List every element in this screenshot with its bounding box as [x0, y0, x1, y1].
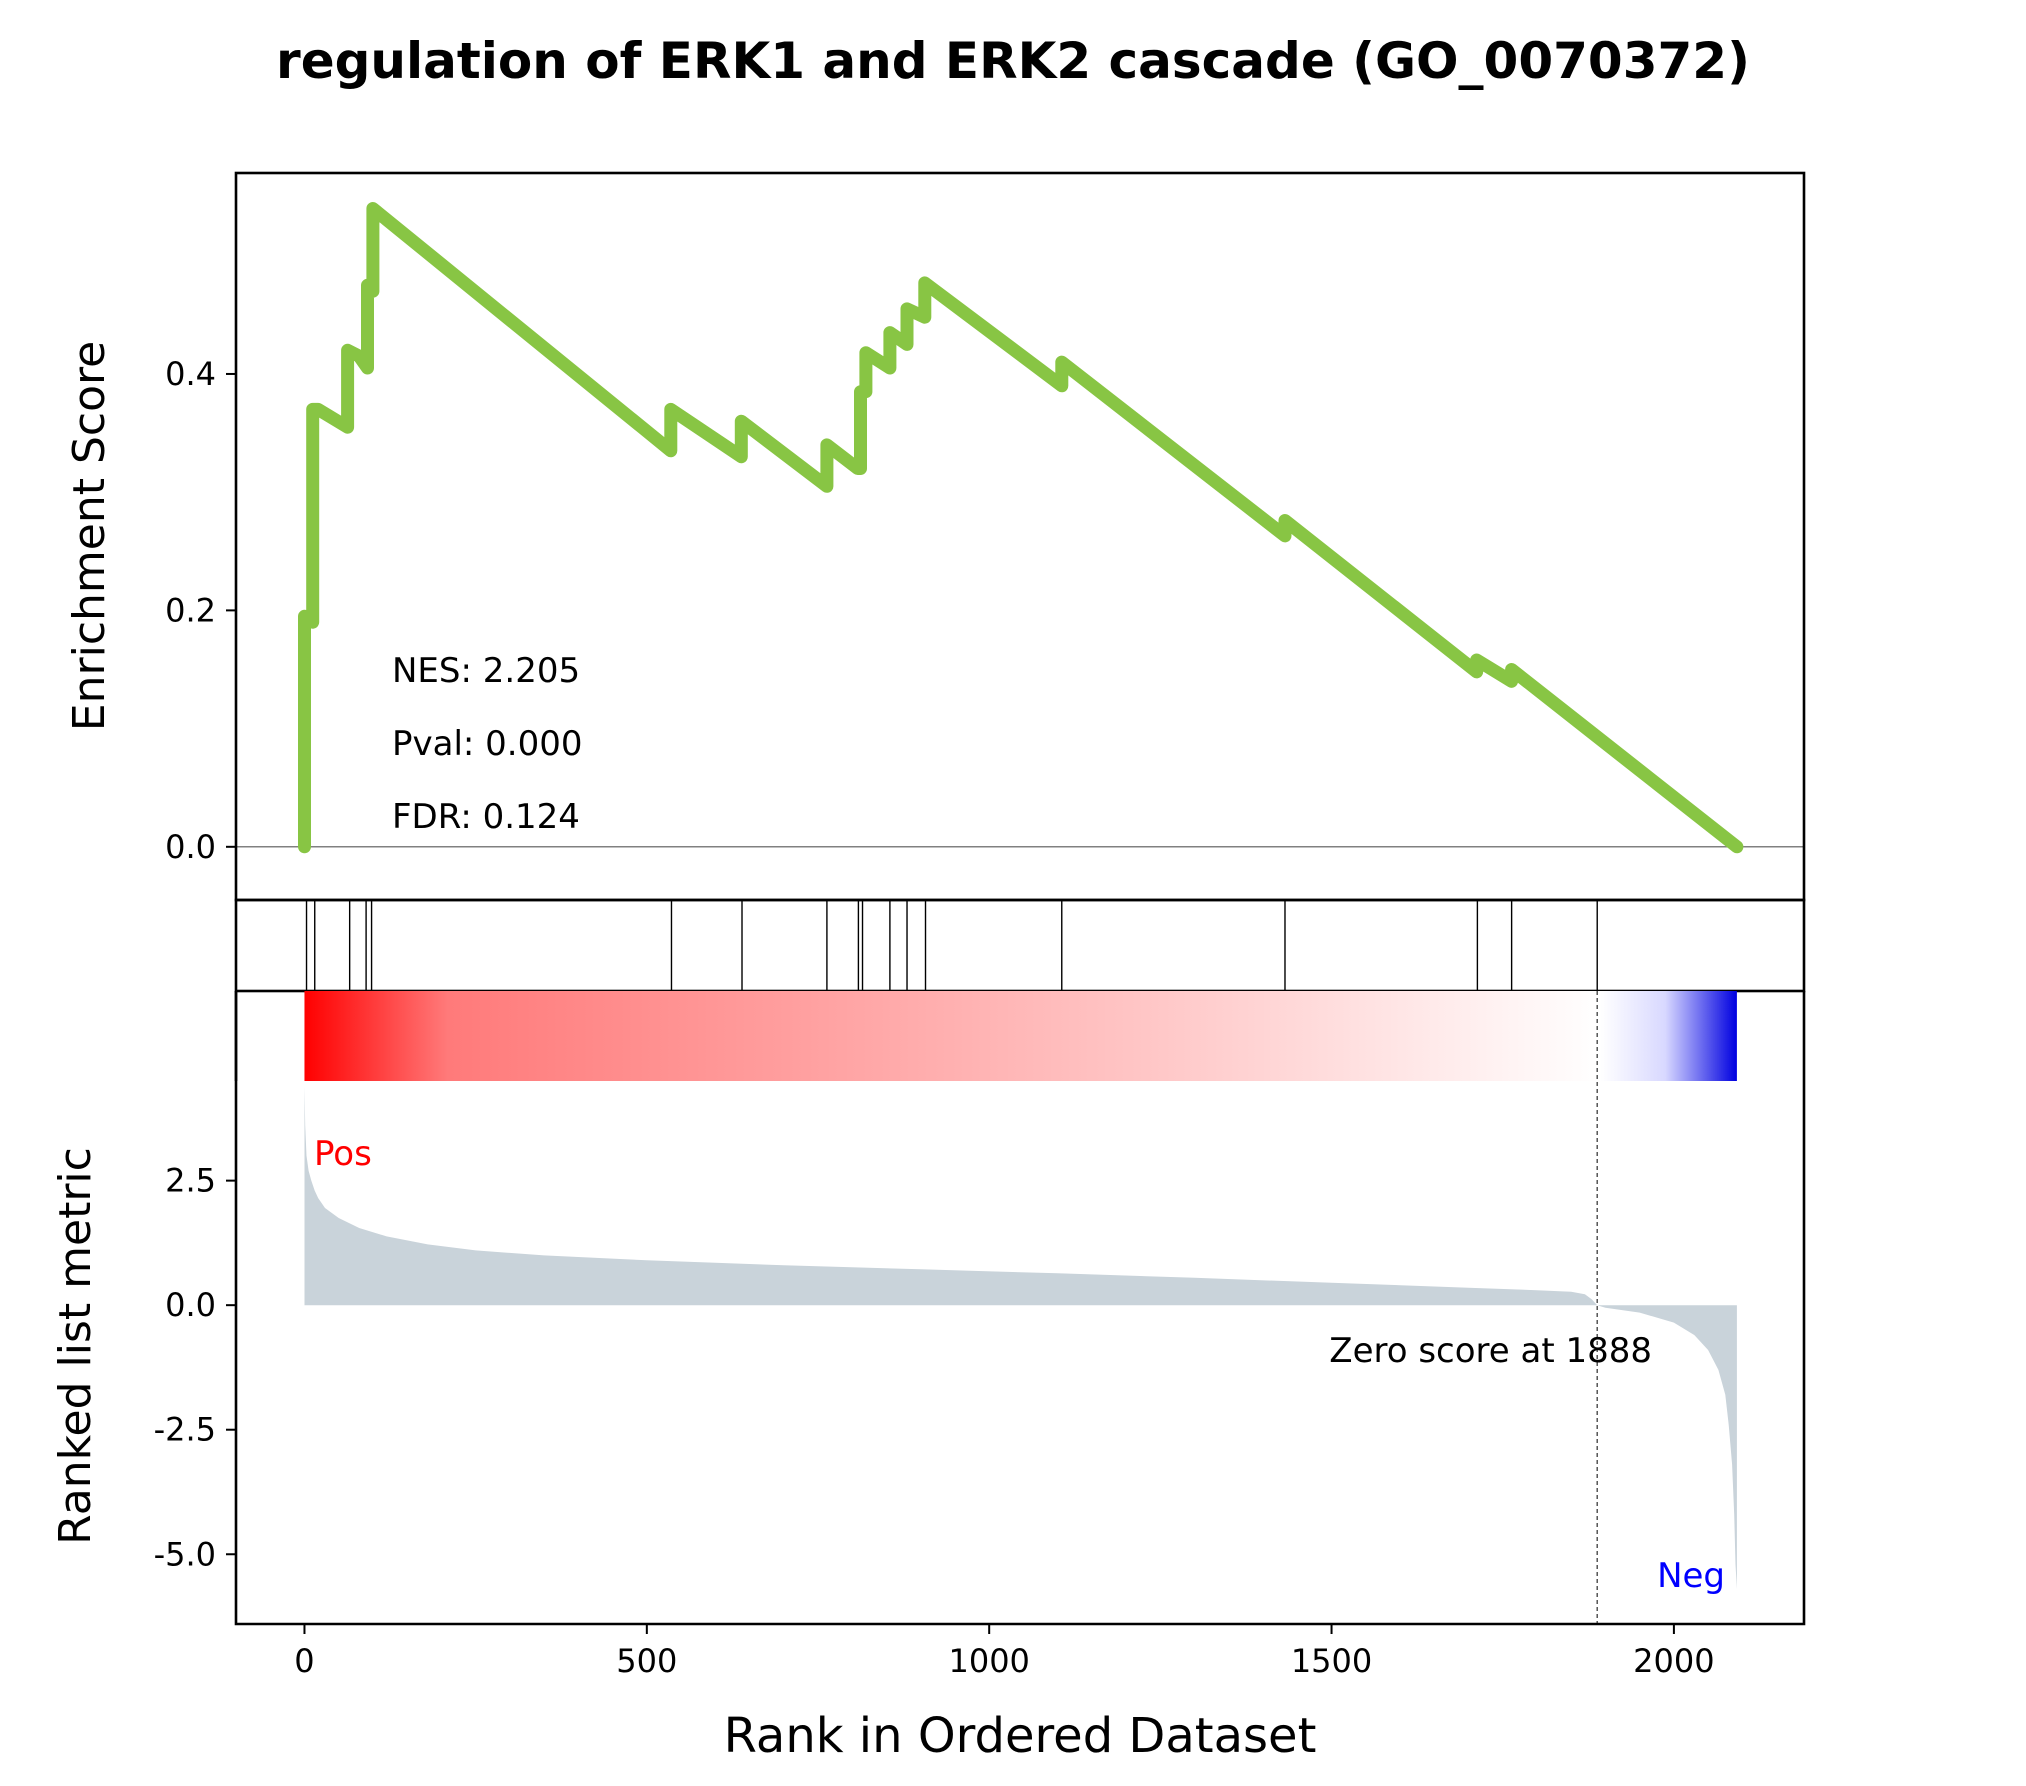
- es-y-ticks: 0.0 0.2 0.4: [165, 355, 236, 866]
- x-tick-label: 500: [616, 1642, 677, 1680]
- x-tick-label: 1500: [1291, 1642, 1372, 1680]
- zero-score-text: Zero score at 1888: [1329, 1331, 1652, 1371]
- es-y-tick-label: 0.0: [165, 828, 216, 866]
- enrichment-ylabel: Enrichment Score: [64, 341, 115, 731]
- x-axis-label: Rank in Ordered Dataset: [724, 1708, 1317, 1764]
- pval-text: Pval: 0.000: [392, 724, 583, 764]
- gene-hits: [305, 900, 1598, 991]
- hits-panel: [234, 898, 1806, 993]
- neg-label: Neg: [1657, 1556, 1725, 1596]
- es-y-tick-label: 0.4: [165, 355, 216, 393]
- nes-text: NES: 2.205: [392, 651, 580, 691]
- fdr-text: FDR: 0.124: [392, 797, 580, 837]
- rank-y-tick-label: -2.5: [154, 1411, 216, 1449]
- pos-label: Pos: [314, 1134, 372, 1174]
- rank-heatmap: [304, 991, 1737, 1081]
- ranked-ylabel: Ranked list metric: [50, 1147, 101, 1545]
- x-tick-label: 1000: [948, 1642, 1029, 1680]
- rank-y-tick-label: 2.5: [165, 1162, 216, 1200]
- enrichment-panel: 0.0 0.2 0.4 NES: 2.205 Pval: 0.000 FDR: 0.…: [64, 171, 1806, 902]
- rank-y-tick-label: 0.0: [165, 1286, 216, 1324]
- x-tick-label: 0: [294, 1642, 314, 1680]
- rank-y-tick-label: -5.0: [154, 1535, 216, 1573]
- enrichment-score-line: [298, 202, 1744, 854]
- x-tick-label: 2000: [1633, 1642, 1714, 1680]
- hits-frame: [234, 898, 1806, 993]
- es-y-tick-label: 0.2: [165, 591, 216, 629]
- x-axis-ticks: 0 500 1000 1500 2000: [294, 1624, 1715, 1680]
- rank-y-ticks: 2.5 0.0 -2.5 -5.0: [154, 1162, 236, 1573]
- ranked-metric-panel: 2.5 0.0 -2.5 -5.0 Pos Neg Zero score at 188…: [50, 991, 1806, 1626]
- ranked-frame: [234, 991, 1806, 1626]
- chart-title: regulation of ERK1 and ERK2 cascade (GO_…: [276, 32, 1750, 90]
